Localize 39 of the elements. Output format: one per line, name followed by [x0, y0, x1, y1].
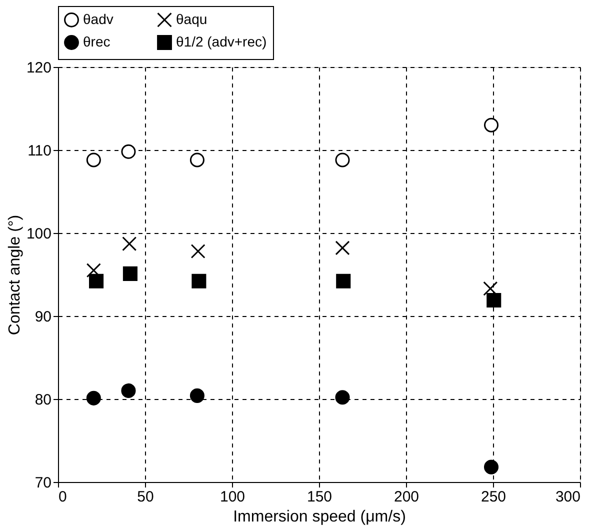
legend-label: θaqu [176, 10, 208, 27]
point [335, 152, 350, 168]
point [486, 292, 502, 308]
x-tick-label: 0 [58, 488, 67, 506]
legend-label: θ1/2 (adv+rec) [176, 34, 267, 50]
x-tick-label: 200 [394, 488, 420, 506]
x-tick-label: 100 [220, 488, 246, 506]
point [483, 281, 498, 296]
point [122, 236, 137, 252]
legend-label: θadv [83, 10, 114, 27]
x-tick-label: 50 [137, 488, 154, 506]
legend-label: θrec [83, 34, 110, 50]
point [89, 274, 104, 288]
y-tick-label: 110 [28, 142, 52, 160]
point [190, 152, 204, 168]
x-tick-label: 250 [480, 488, 506, 506]
point [122, 266, 138, 281]
point [336, 274, 351, 288]
point [121, 144, 136, 159]
point [484, 118, 499, 132]
point [335, 390, 350, 405]
y-tick-label: 80 [34, 392, 52, 408]
point [190, 388, 204, 403]
x-tick-label: 150 [306, 488, 332, 506]
point [192, 274, 206, 288]
y-tick-label: 90 [34, 308, 52, 326]
y-axis-title: Contact angle (°) [6, 214, 24, 336]
point [86, 263, 101, 278]
point [121, 383, 136, 398]
point [484, 460, 499, 474]
y-tick-label: 100 [26, 226, 52, 242]
x-axis-title: Immersion speed (μm/s) [233, 508, 406, 526]
x-tick-label: 300 [555, 488, 580, 506]
point [190, 244, 206, 259]
point [86, 390, 101, 406]
point [335, 240, 350, 256]
y-tick-label: 120 [26, 60, 52, 76]
y-tick-label: 70 [34, 474, 52, 492]
point [86, 152, 101, 168]
